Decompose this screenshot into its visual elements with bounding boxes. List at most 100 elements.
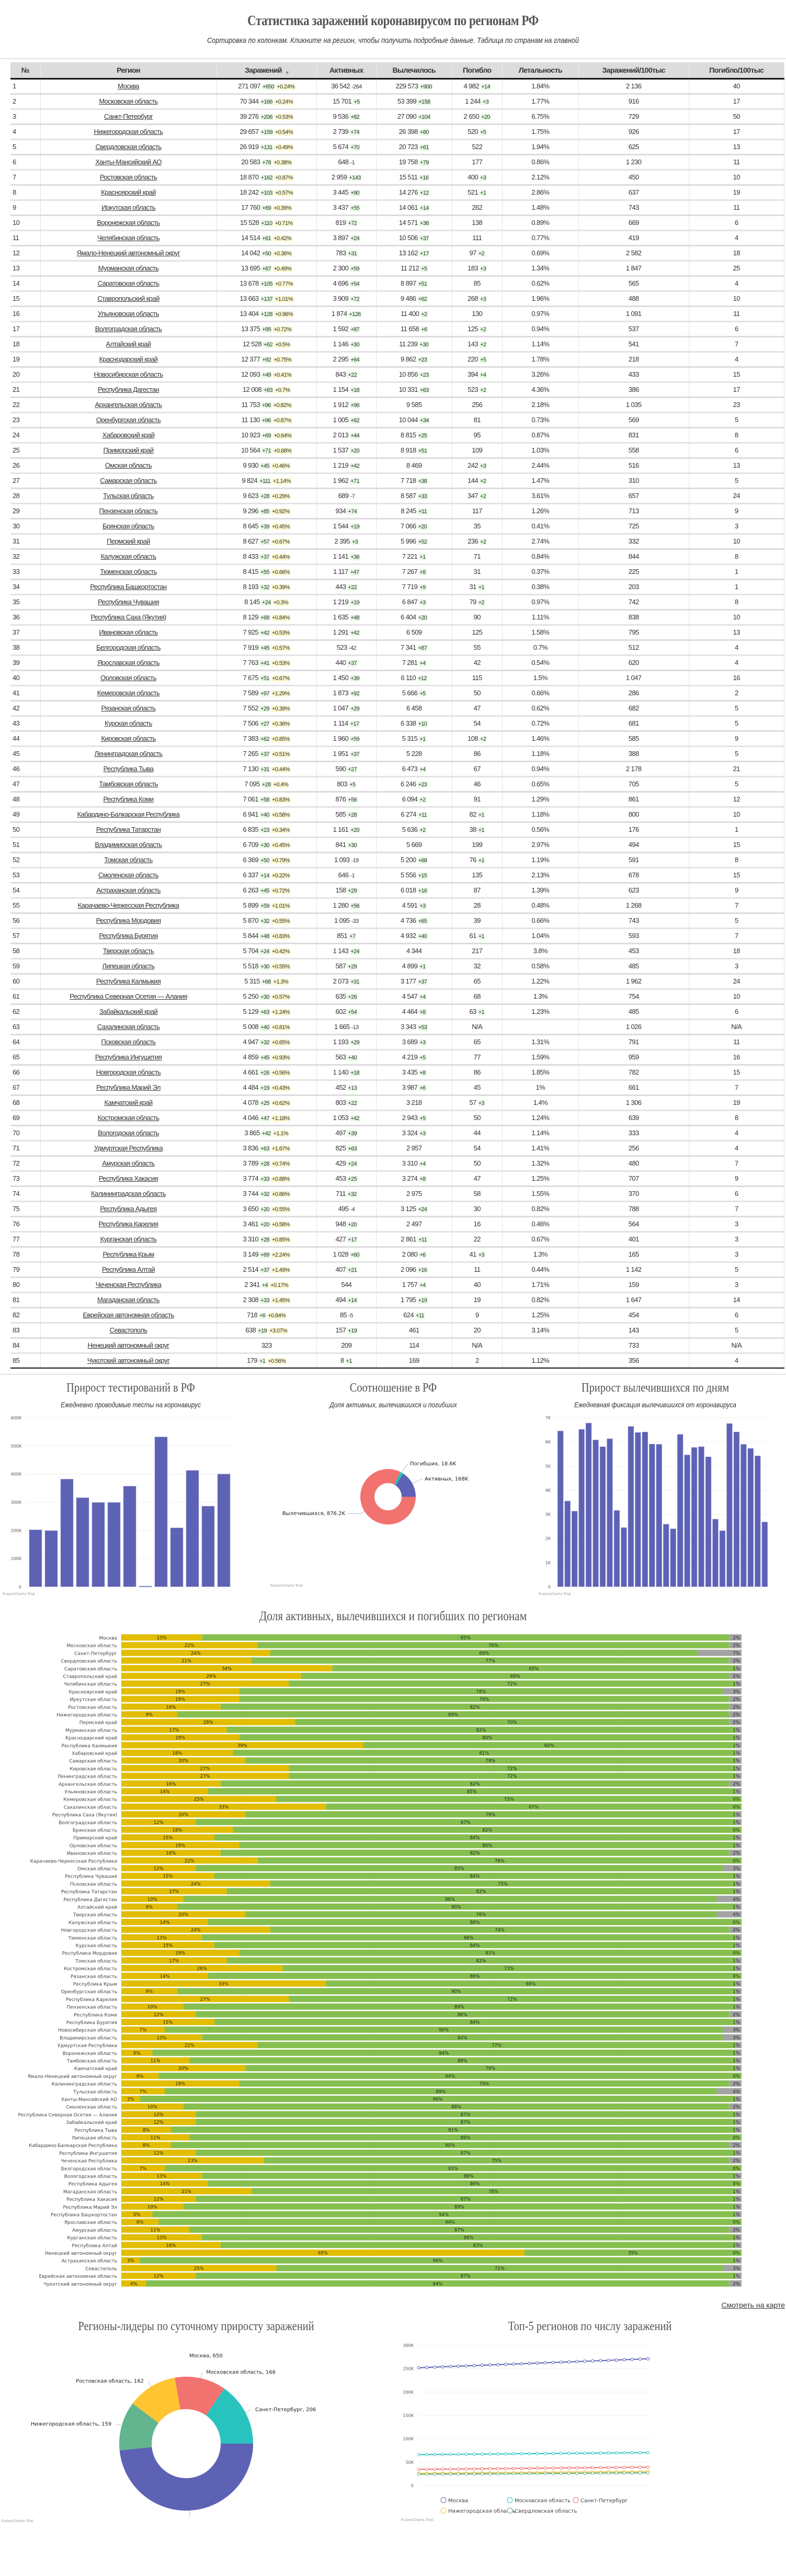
region-link[interactable]: Москва	[118, 82, 139, 90]
region-link[interactable]: Новосибирская область	[94, 370, 163, 378]
data-point[interactable]	[638, 2465, 642, 2469]
region-link[interactable]: Кировская область	[101, 735, 156, 742]
recovered-segment[interactable]	[177, 1711, 730, 1718]
active-segment[interactable]	[121, 2034, 202, 2041]
deaths-segment[interactable]	[735, 2234, 742, 2241]
deaths-segment[interactable]	[735, 1788, 742, 1794]
region-link[interactable]: Архангельская область	[95, 401, 162, 409]
data-point[interactable]	[512, 2452, 516, 2456]
data-point[interactable]	[472, 2472, 476, 2476]
legend-marker[interactable]	[440, 2497, 447, 2503]
recovered-segment[interactable]	[226, 1957, 736, 1964]
recovered-segment[interactable]	[289, 1772, 736, 1779]
recovered-segment[interactable]	[363, 1742, 736, 1748]
data-point[interactable]	[614, 2451, 618, 2455]
recovered-segment[interactable]	[233, 1749, 736, 1756]
data-point[interactable]	[520, 2467, 523, 2470]
deaths-segment[interactable]	[729, 1696, 742, 1702]
data-point[interactable]	[591, 2466, 595, 2470]
bar[interactable]	[663, 1524, 669, 1587]
data-point[interactable]	[551, 2451, 555, 2455]
active-segment[interactable]	[121, 1857, 258, 1864]
active-segment[interactable]	[121, 2273, 196, 2279]
recovered-segment[interactable]	[276, 1795, 742, 1802]
active-segment[interactable]	[121, 2157, 264, 2164]
region-link[interactable]: Смоленская область	[98, 871, 159, 879]
recovered-segment[interactable]	[196, 2196, 736, 2202]
data-point[interactable]	[607, 2358, 610, 2362]
region-link[interactable]: Ханты-Мансийский АО	[95, 158, 162, 166]
data-point[interactable]	[504, 2452, 508, 2456]
data-point[interactable]	[567, 2466, 571, 2470]
recovered-segment[interactable]	[214, 1942, 736, 1948]
region-link[interactable]: Республика Саха (Якутия)	[90, 613, 166, 621]
active-segment[interactable]	[121, 1634, 202, 1641]
data-point[interactable]	[472, 2364, 476, 2367]
data-point[interactable]	[464, 2472, 468, 2476]
recovered-segment[interactable]	[245, 1757, 736, 1764]
data-point[interactable]	[622, 2358, 626, 2362]
data-point[interactable]	[646, 2471, 650, 2475]
region-link[interactable]: Алтайский край	[106, 340, 151, 348]
data-point[interactable]	[567, 2451, 571, 2455]
data-point[interactable]	[599, 2359, 602, 2363]
active-segment[interactable]	[121, 2065, 246, 2072]
region-link[interactable]: Мурманская область	[98, 264, 159, 272]
data-point[interactable]	[441, 2453, 445, 2456]
active-segment[interactable]	[121, 2173, 202, 2179]
active-segment[interactable]	[121, 1780, 221, 1787]
deaths-segment[interactable]	[735, 2119, 742, 2126]
data-point[interactable]	[630, 2357, 634, 2362]
data-point[interactable]	[528, 2362, 531, 2365]
data-point[interactable]	[591, 2359, 595, 2363]
data-point[interactable]	[480, 2364, 484, 2367]
recovered-segment[interactable]	[257, 2042, 736, 2049]
bar[interactable]	[593, 1440, 599, 1587]
bar[interactable]	[154, 1437, 168, 1587]
recovered-segment[interactable]	[158, 2072, 742, 2079]
active-segment[interactable]	[121, 2165, 165, 2172]
recovered-segment[interactable]	[208, 2180, 742, 2187]
deaths-segment[interactable]	[723, 2265, 742, 2272]
data-point[interactable]	[480, 2452, 484, 2456]
region-link[interactable]: Московская область	[99, 97, 158, 105]
deaths-segment[interactable]	[729, 1711, 742, 1718]
recovered-segment[interactable]	[264, 2157, 730, 2164]
region-link[interactable]: Владимирская область	[95, 841, 162, 849]
active-segment[interactable]	[121, 2250, 525, 2256]
region-link[interactable]: Томская область	[104, 856, 153, 864]
region-link[interactable]: Чукотский автономный округ	[87, 1357, 170, 1365]
deaths-segment[interactable]	[735, 2211, 742, 2218]
deaths-segment[interactable]	[735, 1765, 742, 1771]
active-segment[interactable]	[121, 1795, 277, 1802]
recovered-segment[interactable]	[196, 1818, 736, 1825]
bar[interactable]	[712, 1519, 719, 1587]
active-segment[interactable]	[121, 1696, 240, 1702]
bar[interactable]	[698, 1447, 704, 1587]
bar[interactable]	[186, 1470, 199, 1587]
region-link[interactable]: Иркутская область	[101, 204, 156, 211]
data-point[interactable]	[567, 2471, 571, 2475]
data-point[interactable]	[520, 2472, 523, 2476]
bar[interactable]	[607, 1438, 613, 1587]
data-point[interactable]	[472, 2453, 476, 2456]
deaths-segment[interactable]	[716, 1911, 742, 1918]
bar[interactable]	[733, 1431, 740, 1587]
deaths-segment[interactable]	[735, 2257, 742, 2264]
deaths-segment[interactable]	[729, 1634, 742, 1641]
data-point[interactable]	[472, 2467, 476, 2471]
data-point[interactable]	[630, 2471, 634, 2475]
data-point[interactable]	[575, 2466, 579, 2470]
deaths-segment[interactable]	[729, 2080, 742, 2087]
active-segment[interactable]	[121, 1972, 209, 1979]
deaths-segment[interactable]	[735, 1757, 742, 1764]
data-point[interactable]	[520, 2362, 523, 2366]
active-segment[interactable]	[121, 2096, 140, 2102]
region-link[interactable]: Краснодарский край	[99, 355, 158, 363]
region-link[interactable]: Ненецкий автономный округ	[87, 1341, 169, 1349]
legend-marker[interactable]	[573, 2497, 579, 2503]
active-segment[interactable]	[121, 2265, 277, 2272]
bar[interactable]	[621, 1527, 627, 1587]
data-point[interactable]	[488, 2472, 492, 2476]
region-link[interactable]: Псковская область	[101, 1038, 156, 1046]
